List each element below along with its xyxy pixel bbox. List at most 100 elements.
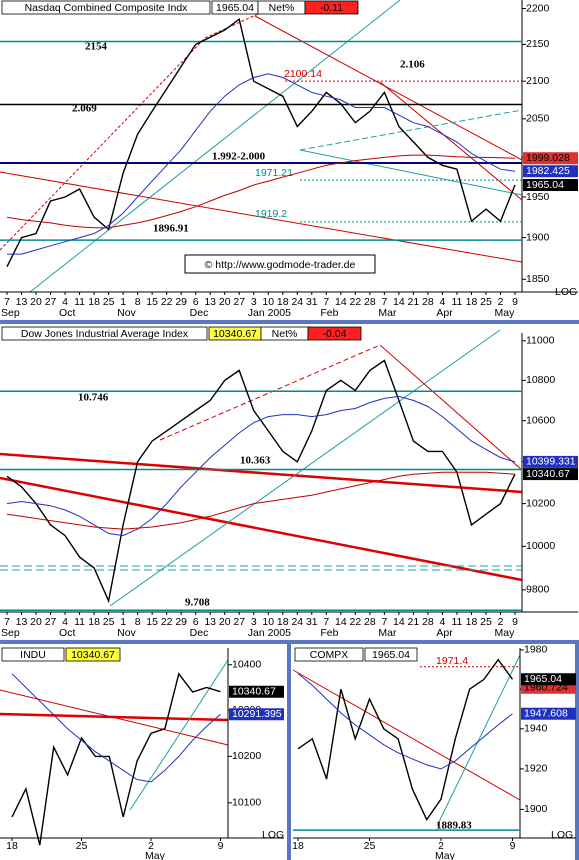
trend-line [299, 149, 523, 196]
price-line [11, 672, 221, 846]
y-tick-label: 2200 [526, 2, 550, 14]
y-tick-label: 1850 [526, 273, 550, 285]
month-label: May [494, 307, 515, 319]
x-tick-label: 11 [74, 616, 85, 628]
trend-line [379, 81, 523, 201]
x-tick-label: 27 [233, 616, 245, 628]
header-net: -0.11 [320, 2, 343, 14]
y-tick-label: 2100 [526, 75, 550, 87]
price-label: 1999.028 [526, 152, 570, 164]
x-tick-label: 2 [438, 840, 444, 852]
header-box [364, 647, 418, 662]
x-tick-label: 18 [466, 296, 478, 308]
x-tick-label: 31 [306, 616, 318, 628]
annotation: 2154 [85, 41, 108, 53]
header-box [304, 0, 359, 15]
x-tick-label: 7 [4, 616, 10, 628]
x-tick-label: 6 [193, 296, 199, 308]
price-label-box [523, 468, 578, 481]
x-tick-label: 9 [510, 840, 516, 852]
header-box [65, 647, 121, 662]
annotation: 10.746 [78, 392, 109, 404]
trend-line [0, 452, 523, 494]
x-tick-label: 10 [262, 616, 274, 628]
header-title: Dow Jones Industrial Average Index [21, 328, 189, 340]
credit: © http://www.godmode-trader.de [205, 259, 356, 271]
x-tick-label: 18 [88, 296, 100, 308]
x-tick-label: 6 [193, 616, 199, 628]
month-label: Sep [1, 307, 20, 319]
month-label: Nov [117, 627, 136, 639]
x-tick-label: 18 [6, 840, 18, 852]
x-tick-label: 24 [291, 616, 303, 628]
x-tick-label: 2 [498, 616, 504, 628]
price-label: 1965.04 [526, 179, 564, 191]
month-label: Jan 2005 [248, 627, 291, 639]
x-tick-label: 25 [103, 296, 115, 308]
scale-label: LOG [551, 829, 573, 841]
month-label: Nov [117, 307, 136, 319]
x-tick-label: 11 [451, 296, 462, 308]
trend-line [0, 37, 206, 251]
month-label: Mar [378, 627, 397, 639]
x-tick-label: 8 [135, 296, 141, 308]
price-label-box [521, 707, 576, 720]
y-tick-label: 10200 [232, 750, 261, 762]
price-label: 10340.67 [232, 686, 276, 698]
x-tick-label: 24 [291, 296, 303, 308]
header-net-label: Net% [269, 2, 295, 14]
price-label: 1947.608 [524, 708, 568, 720]
annotation: 1889.83 [436, 820, 472, 832]
x-tick-label: 11 [451, 616, 462, 628]
x-tick-label: 2 [498, 296, 504, 308]
x-tick-label: 25 [364, 840, 376, 852]
x-tick-label: 18 [88, 616, 100, 628]
price-label-box [523, 179, 578, 192]
month-label: Dec [190, 307, 209, 319]
x-tick-label: 13 [204, 616, 216, 628]
y-tick-label: 2050 [526, 113, 550, 125]
x-tick-label: 1 [120, 616, 126, 628]
x-tick-label: 29 [175, 296, 187, 308]
header-last: 10340.67 [213, 328, 257, 340]
price-label: 10340.67 [526, 468, 570, 480]
x-tick-label: 9 [512, 296, 518, 308]
x-tick-label: 11 [74, 296, 85, 308]
header-last: 1965.04 [216, 2, 254, 14]
y-tick-label: 10200 [526, 497, 555, 509]
y-tick-label: 1950 [526, 191, 550, 203]
annotation: 1971.21 [255, 167, 293, 179]
x-tick-label: 25 [103, 616, 115, 628]
scale-label: LOG [262, 829, 284, 841]
month-label: Apr [436, 627, 453, 639]
price-label: 10399.331 [526, 456, 576, 468]
y-tick-label: 10400 [232, 659, 261, 671]
x-tick-label: 14 [393, 296, 405, 308]
x-tick-label: 22 [349, 616, 361, 628]
scale-label: LOG [555, 286, 577, 298]
x-tick-label: 7 [323, 296, 329, 308]
x-tick-label: 25 [76, 840, 88, 852]
x-tick-label: 7 [4, 296, 10, 308]
x-tick-label: 4 [440, 296, 446, 308]
x-tick-label: 20 [30, 616, 42, 628]
x-tick-label: 18 [466, 616, 478, 628]
annotation: 1896.91 [153, 223, 189, 235]
trend-line [109, 329, 501, 607]
x-tick-label: 18 [277, 296, 289, 308]
x-tick-label: 13 [16, 616, 28, 628]
x-tick-label: 14 [335, 616, 347, 628]
x-tick-label: 22 [349, 296, 361, 308]
price-label: 10291.395 [232, 708, 282, 720]
header-title: COMPX [310, 649, 349, 661]
annotation: 1971.4 [436, 655, 468, 667]
x-tick-label: 4 [62, 616, 68, 628]
trend-lines [0, 0, 523, 827]
header-box [1, 0, 211, 15]
x-tick-label: 7 [323, 616, 329, 628]
price-line [297, 658, 514, 821]
moving-average [6, 471, 516, 530]
x-tick-label: 14 [335, 296, 347, 308]
panel-separator [575, 640, 579, 860]
